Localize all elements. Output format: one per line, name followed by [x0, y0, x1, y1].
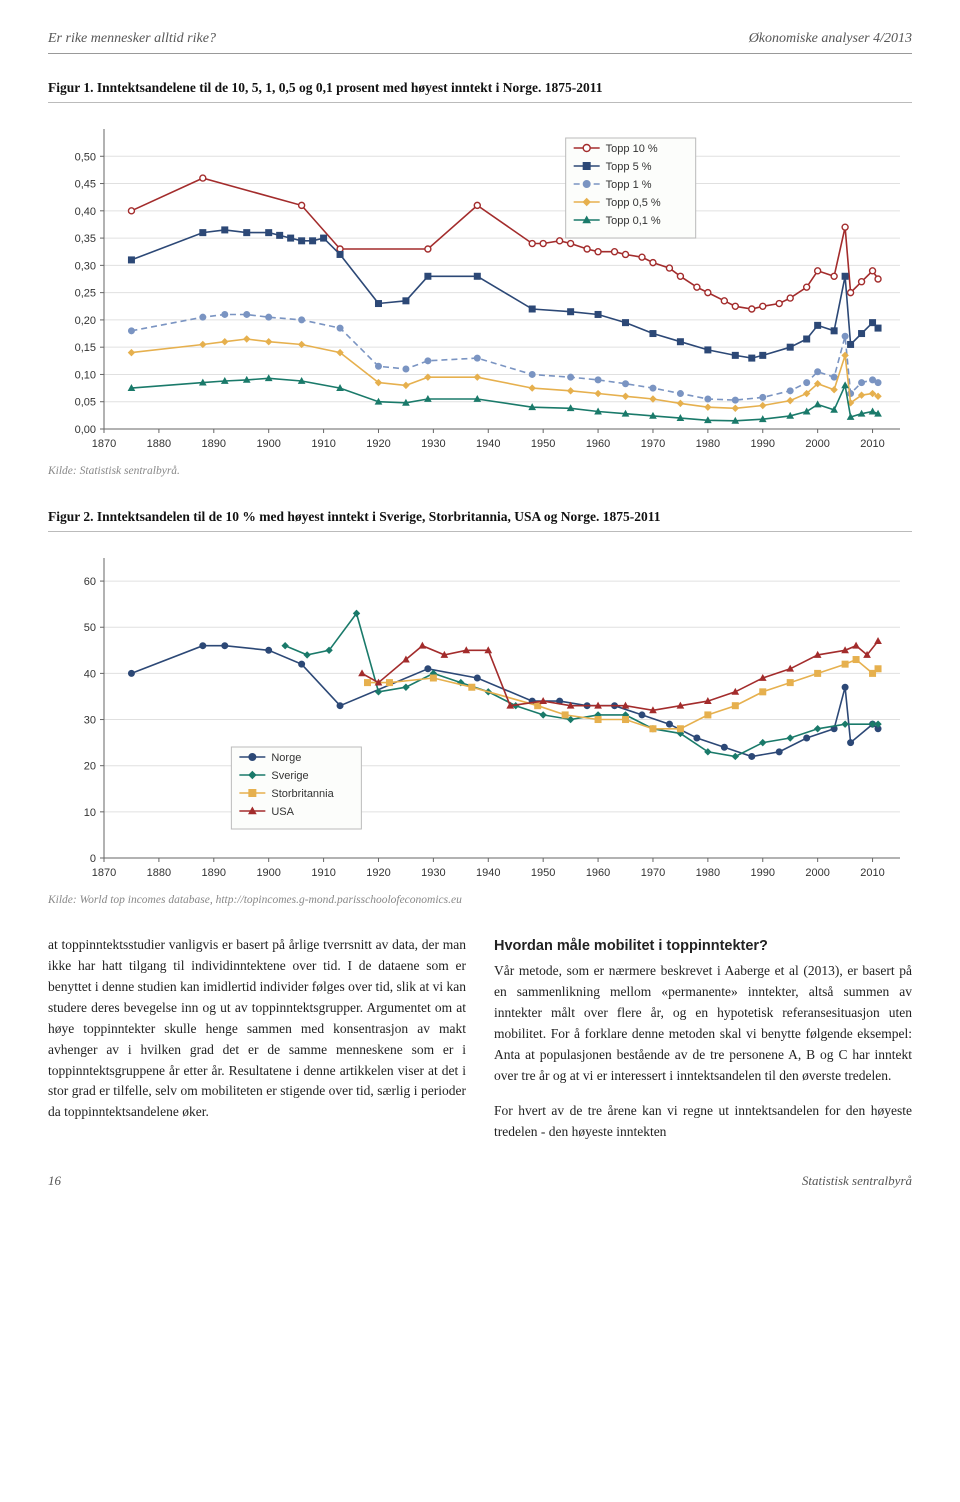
svg-text:0,05: 0,05 [75, 397, 96, 409]
svg-text:1920: 1920 [366, 438, 390, 450]
running-header: Er rike mennesker alltid rike? Økonomisk… [48, 28, 912, 54]
svg-text:1960: 1960 [586, 867, 610, 879]
svg-text:Sverige: Sverige [271, 770, 308, 782]
svg-text:0,20: 0,20 [75, 315, 96, 327]
figure1-title: Figur 1. Inntektsandelene til de 10, 5, … [48, 78, 912, 103]
svg-text:20: 20 [84, 760, 96, 772]
body-heading: Hvordan måle mobilitet i toppinntekter? [494, 935, 912, 957]
svg-text:1900: 1900 [256, 438, 280, 450]
figure2-source: Kilde: World top incomes database, http:… [48, 892, 912, 909]
svg-text:1950: 1950 [531, 867, 555, 879]
footer-publisher: Statistisk sentralbyrå [802, 1171, 912, 1191]
svg-text:1980: 1980 [696, 867, 720, 879]
svg-text:0,15: 0,15 [75, 342, 96, 354]
body-para2: Vår metode, som er nærmere beskrevet i A… [494, 961, 912, 1087]
body-para1: at toppinntektsstudier vanligvis er base… [48, 935, 466, 1123]
svg-text:Topp 0,1 %: Topp 0,1 % [606, 215, 661, 227]
svg-text:1910: 1910 [311, 867, 335, 879]
svg-text:0,25: 0,25 [75, 288, 96, 300]
svg-text:1890: 1890 [202, 438, 226, 450]
svg-text:1940: 1940 [476, 867, 500, 879]
svg-text:Topp 10 %: Topp 10 % [606, 143, 658, 155]
svg-text:1870: 1870 [92, 438, 116, 450]
svg-text:USA: USA [271, 806, 294, 818]
svg-text:1950: 1950 [531, 438, 555, 450]
svg-text:1980: 1980 [696, 438, 720, 450]
body-text: at toppinntektsstudier vanligvis er base… [48, 935, 912, 1147]
svg-text:2000: 2000 [805, 867, 829, 879]
svg-text:1970: 1970 [641, 438, 665, 450]
svg-text:2010: 2010 [860, 438, 884, 450]
svg-text:60: 60 [84, 576, 96, 588]
svg-text:2000: 2000 [805, 438, 829, 450]
figure2-title: Figur 2. Inntektsandelen til de 10 % med… [48, 507, 912, 532]
svg-text:0,00: 0,00 [75, 424, 96, 436]
svg-text:0,10: 0,10 [75, 370, 96, 382]
footer-page-number: 16 [48, 1171, 61, 1191]
svg-text:1940: 1940 [476, 438, 500, 450]
svg-text:Topp 0,5 %: Topp 0,5 % [606, 197, 661, 209]
figure1-svg: 0,00 0,05 0,10 0,15 0,20 0,25 0,30 0,35 0,40 0,45… [48, 117, 912, 457]
svg-text:0,35: 0,35 [75, 233, 96, 245]
body-para3: For hvert av de tre årene kan vi regne u… [494, 1101, 912, 1143]
svg-text:1970: 1970 [641, 867, 665, 879]
svg-text:0: 0 [90, 853, 96, 865]
svg-text:1990: 1990 [751, 867, 775, 879]
svg-text:1890: 1890 [202, 867, 226, 879]
header-right: Økonomiske analyser 4/2013 [749, 28, 912, 49]
svg-text:0,50: 0,50 [75, 152, 96, 164]
svg-text:1900: 1900 [256, 867, 280, 879]
svg-text:1910: 1910 [311, 438, 335, 450]
svg-text:0,30: 0,30 [75, 261, 96, 273]
figure1-chart: 0,00 0,05 0,10 0,15 0,20 0,25 0,30 0,35 0,40 0,45… [48, 117, 912, 457]
figure2-chart: 0 10 20 30 40 50 60 1870 1880 1890 1900 1910 1920 193… [48, 546, 912, 886]
svg-text:2010: 2010 [860, 867, 884, 879]
page-footer: 16 Statistisk sentralbyrå [48, 1171, 912, 1191]
svg-text:0,40: 0,40 [75, 206, 96, 218]
svg-text:0,45: 0,45 [75, 179, 96, 191]
figure1-source: Kilde: Statistisk sentralbyrå. [48, 463, 912, 480]
svg-text:50: 50 [84, 622, 96, 634]
svg-text:Topp 5 %: Topp 5 % [606, 161, 652, 173]
figure2-svg: 0 10 20 30 40 50 60 1870 1880 1890 1900 1910 1920 193… [48, 546, 912, 886]
svg-text:Storbritannia: Storbritannia [271, 788, 334, 800]
svg-text:1880: 1880 [147, 438, 171, 450]
svg-text:Norge: Norge [271, 752, 301, 764]
svg-text:10: 10 [84, 807, 96, 819]
svg-text:1990: 1990 [751, 438, 775, 450]
svg-text:1920: 1920 [366, 867, 390, 879]
svg-text:1930: 1930 [421, 438, 445, 450]
svg-text:1960: 1960 [586, 438, 610, 450]
header-left: Er rike mennesker alltid rike? [48, 28, 216, 49]
svg-text:Topp 1 %: Topp 1 % [606, 179, 652, 191]
svg-text:1930: 1930 [421, 867, 445, 879]
svg-text:40: 40 [84, 668, 96, 680]
svg-text:1870: 1870 [92, 867, 116, 879]
svg-text:30: 30 [84, 714, 96, 726]
svg-text:1880: 1880 [147, 867, 171, 879]
